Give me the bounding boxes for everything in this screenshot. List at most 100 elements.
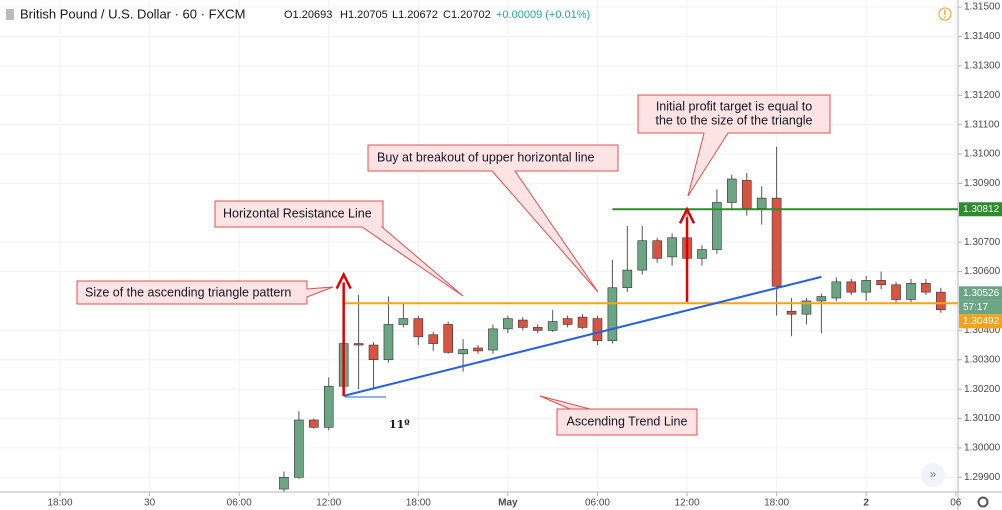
candle-body bbox=[518, 319, 528, 328]
low: L1.20672 bbox=[392, 9, 438, 21]
candle-body bbox=[891, 284, 901, 300]
y-tick-label: 1.30400 bbox=[964, 325, 1001, 336]
y-tick-label: 1.30000 bbox=[964, 443, 1001, 454]
candle-body bbox=[607, 287, 618, 341]
y-tick-label: 1.30700 bbox=[964, 237, 1001, 248]
candle-body bbox=[697, 249, 707, 259]
candle-body bbox=[667, 237, 677, 258]
x-tick-label: 18:00 bbox=[406, 498, 431, 509]
header: British Pound / U.S. Dollar · 60 · FXCM … bbox=[6, 6, 952, 21]
alert-icon bbox=[944, 16, 946, 18]
callout bbox=[367, 144, 619, 293]
candle-body bbox=[279, 477, 289, 490]
candle-body bbox=[771, 197, 782, 287]
scroll-button[interactable]: » bbox=[921, 463, 945, 487]
y-tick-label: 1.30300 bbox=[964, 354, 1001, 365]
candle-body bbox=[294, 419, 304, 478]
x-tick-label: 18:00 bbox=[764, 498, 789, 509]
annotation: Size of the ascending triangle pattern bbox=[85, 285, 291, 299]
candle-body bbox=[861, 280, 871, 293]
price-label-bg bbox=[959, 314, 1002, 329]
candle-body bbox=[443, 324, 453, 353]
candle-body bbox=[309, 419, 319, 428]
x-tick-label: 06:00 bbox=[585, 498, 610, 509]
candle-body bbox=[637, 240, 648, 271]
candle-body bbox=[383, 324, 394, 361]
candle-body bbox=[846, 281, 857, 293]
annotation: Initial profit target is equal to bbox=[656, 99, 812, 113]
annotation: the to the size of the triangle bbox=[655, 113, 812, 127]
callout bbox=[214, 200, 464, 297]
y-tick-label: 1.31400 bbox=[964, 31, 1001, 42]
open: O1.20693 bbox=[284, 9, 332, 21]
candle-body bbox=[756, 197, 767, 209]
candle-body bbox=[398, 318, 409, 325]
price-label-bg bbox=[959, 300, 1002, 315]
candle-body bbox=[786, 310, 797, 315]
candle-body bbox=[741, 180, 752, 209]
candle-body bbox=[458, 349, 468, 355]
candle-body bbox=[473, 347, 483, 352]
x-tick-label: 12:00 bbox=[675, 498, 700, 509]
alert-icon bbox=[944, 10, 946, 15]
y-tick-label: 1.31000 bbox=[964, 149, 1001, 160]
x-tick-label: 06:00 bbox=[227, 498, 252, 509]
alert-icon[interactable] bbox=[938, 7, 952, 21]
annotation: Buy at breakout of upper horizontal line bbox=[377, 150, 595, 164]
candle-body bbox=[413, 318, 424, 338]
annotation: Ascending Trend Line bbox=[567, 414, 688, 428]
arrow-head bbox=[335, 271, 352, 290]
price-label-bg bbox=[959, 202, 1002, 217]
x-tick-label: 2 bbox=[863, 498, 869, 509]
price-label-bg bbox=[959, 286, 1002, 301]
close: C1.20702 bbox=[443, 9, 491, 21]
y-tick-label: 1.31200 bbox=[964, 90, 1001, 101]
candle-body bbox=[353, 343, 364, 346]
candle-body bbox=[368, 344, 379, 361]
candle-body bbox=[428, 334, 439, 344]
candle-body bbox=[936, 291, 946, 311]
x-tick-label: May bbox=[498, 498, 518, 509]
candle-body bbox=[503, 318, 513, 330]
x-tick-label: 18:00 bbox=[47, 498, 72, 509]
y-tick-label: 1.31300 bbox=[964, 60, 1001, 71]
y-tick-label: 1.31100 bbox=[964, 119, 1000, 130]
y-tick-label: 1.30100 bbox=[964, 413, 1001, 424]
scroll-button[interactable] bbox=[921, 463, 945, 487]
y-tick-label: 1.30200 bbox=[964, 384, 1001, 395]
icon bbox=[6, 9, 14, 20]
candle-body bbox=[712, 202, 722, 250]
y-tick-label: 1.31500 bbox=[964, 2, 1001, 13]
candle-body bbox=[876, 280, 886, 286]
price-label: 57:17 bbox=[963, 302, 988, 313]
candle-body bbox=[816, 296, 827, 302]
candle-body bbox=[562, 318, 573, 325]
candle-body bbox=[921, 283, 931, 293]
candle-body bbox=[831, 281, 842, 299]
annotation: Horizontal Resistance Line bbox=[223, 206, 372, 220]
callouts bbox=[76, 94, 831, 436]
symbol: British Pound / U.S. Dollar · 60 · FXCM bbox=[20, 6, 245, 21]
price-label: 1.30812 bbox=[963, 204, 1000, 215]
x-tick-label: 12:00 bbox=[316, 498, 341, 509]
callout bbox=[637, 94, 831, 197]
high: H1.20705 bbox=[340, 9, 388, 21]
candle-body bbox=[547, 321, 558, 331]
candle-body bbox=[577, 316, 588, 328]
arrow-head bbox=[678, 206, 696, 224]
settings-icon[interactable] bbox=[977, 496, 989, 508]
callout bbox=[539, 395, 698, 436]
change: +0.00009 (+0.01%) bbox=[496, 9, 590, 21]
y-tick-label: 1.30900 bbox=[964, 178, 1001, 189]
candle-body bbox=[592, 318, 603, 341]
callout bbox=[76, 280, 334, 305]
angle-label: 11º bbox=[389, 418, 410, 431]
y-tick-label: 1.30600 bbox=[964, 266, 1001, 277]
candle-body bbox=[622, 269, 633, 289]
candle-body bbox=[906, 283, 916, 300]
candle-body bbox=[488, 328, 498, 351]
price-label: 1.30492 bbox=[963, 316, 1000, 327]
candle-body bbox=[323, 385, 334, 428]
